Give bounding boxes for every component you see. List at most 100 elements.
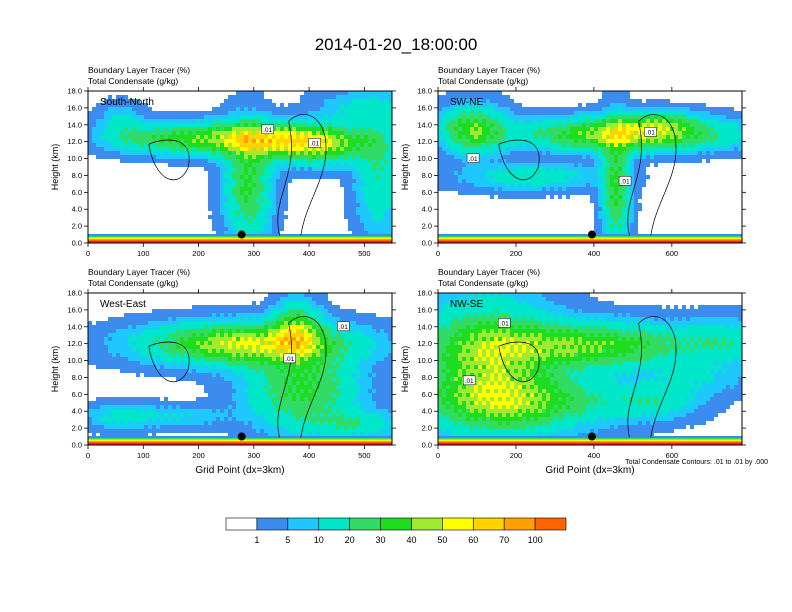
field-cell xyxy=(204,333,208,337)
field-cell xyxy=(328,139,332,143)
field-cell xyxy=(212,203,216,207)
field-cell xyxy=(200,309,204,313)
field-cell xyxy=(208,333,212,337)
field-cell xyxy=(718,123,722,127)
field-cell xyxy=(136,103,140,107)
field-cell xyxy=(510,111,514,115)
field-cell xyxy=(240,99,244,103)
field-cell xyxy=(256,341,260,345)
field-cell xyxy=(236,223,240,227)
field-cell xyxy=(144,365,148,369)
field-cell xyxy=(348,365,352,369)
field-cell xyxy=(454,91,458,95)
field-cell xyxy=(144,143,148,147)
field-cell xyxy=(296,297,300,301)
field-cell xyxy=(284,175,288,179)
field-cell xyxy=(384,329,388,333)
field-cell xyxy=(352,317,356,321)
field-cell xyxy=(348,159,352,163)
field-cell xyxy=(490,183,494,187)
field-cell xyxy=(364,215,368,219)
field-cell xyxy=(120,333,124,337)
field-cell xyxy=(120,155,124,159)
field-cell xyxy=(666,99,670,103)
field-cell xyxy=(438,139,442,143)
field-cell xyxy=(240,309,244,313)
field-cell xyxy=(642,119,646,123)
field-cell xyxy=(248,179,252,183)
field-cell xyxy=(384,365,388,369)
field-cell xyxy=(244,139,248,143)
field-cell xyxy=(232,231,236,235)
field-cell xyxy=(478,151,482,155)
field-cell xyxy=(618,99,622,103)
field-cell xyxy=(188,369,192,373)
field-cell xyxy=(376,191,380,195)
field-cell xyxy=(108,115,112,119)
field-cell xyxy=(228,103,232,107)
field-cell xyxy=(344,167,348,171)
field-cell xyxy=(606,143,610,147)
field-cell xyxy=(292,293,296,297)
field-cell xyxy=(160,111,164,115)
field-cell xyxy=(196,369,200,373)
field-cell xyxy=(674,115,678,119)
field-cell xyxy=(272,191,276,195)
field-cell xyxy=(336,349,340,353)
field-cell xyxy=(212,357,216,361)
field-cell xyxy=(630,203,634,207)
field-cell xyxy=(296,365,300,369)
field-cell xyxy=(168,139,172,143)
field-cell xyxy=(622,135,626,139)
field-cell xyxy=(264,107,268,111)
field-cell xyxy=(268,183,272,187)
field-cell xyxy=(308,293,312,297)
field-cell xyxy=(638,107,642,111)
field-cell xyxy=(726,155,730,159)
field-cell xyxy=(268,211,272,215)
field-cell xyxy=(698,103,702,107)
field-cell xyxy=(328,337,332,341)
field-cell xyxy=(340,341,344,345)
field-cell xyxy=(216,115,220,119)
field-cell xyxy=(252,219,256,223)
field-cell xyxy=(244,143,248,147)
field-cell xyxy=(260,325,264,329)
field-cell xyxy=(288,155,292,159)
field-cell xyxy=(192,115,196,119)
field-cell xyxy=(380,357,384,361)
field-cell xyxy=(120,159,124,163)
field-cell xyxy=(160,317,164,321)
field-cell xyxy=(702,139,706,143)
field-cell xyxy=(566,191,570,195)
field-cell xyxy=(124,361,128,365)
field-cell xyxy=(256,349,260,353)
field-cell xyxy=(602,223,606,227)
field-cell xyxy=(360,147,364,151)
field-cell xyxy=(486,143,490,147)
field-cell xyxy=(276,167,280,171)
field-cell xyxy=(312,123,316,127)
field-cell xyxy=(558,183,562,187)
field-cell xyxy=(546,111,550,115)
field-cell xyxy=(380,183,384,187)
field-cell xyxy=(454,131,458,135)
field-cell xyxy=(232,151,236,155)
field-cell xyxy=(466,147,470,151)
field-cell xyxy=(284,215,288,219)
field-cell xyxy=(196,313,200,317)
field-cell xyxy=(368,159,372,163)
field-cell xyxy=(316,353,320,357)
field-cell xyxy=(502,95,506,99)
field-cell xyxy=(638,187,642,191)
field-cell xyxy=(376,345,380,349)
field-cell xyxy=(482,91,486,95)
field-cell xyxy=(614,159,618,163)
field-cell xyxy=(380,123,384,127)
field-cell xyxy=(618,203,622,207)
field-cell xyxy=(554,151,558,155)
field-cell xyxy=(240,199,244,203)
field-cell xyxy=(100,123,104,127)
field-cell xyxy=(248,353,252,357)
field-cell xyxy=(598,119,602,123)
